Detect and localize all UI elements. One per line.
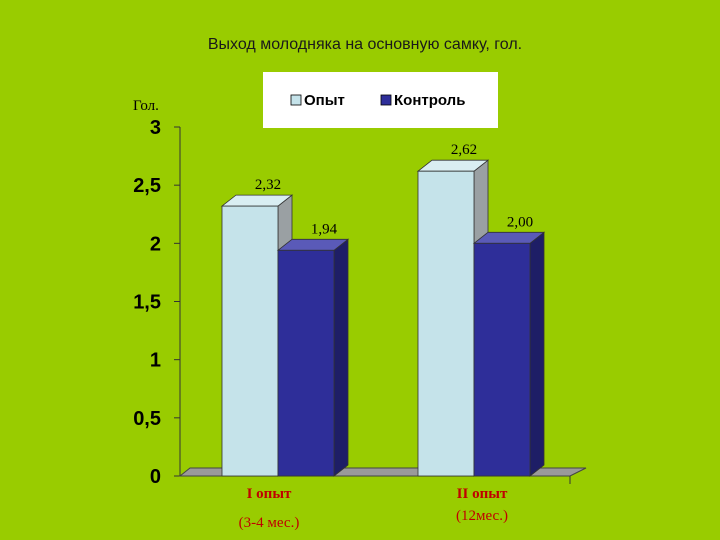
legend-swatch-kontrol xyxy=(380,94,392,106)
data-label: 2,62 xyxy=(451,142,477,158)
x-category-sublabel: (12мес.) xyxy=(456,508,508,524)
chart-title: Выход молодняка на основную самку, гол. xyxy=(208,36,522,53)
y-tick-label: 0 xyxy=(150,466,161,488)
y-tick-label: 2 xyxy=(150,233,161,255)
bar-kontrol xyxy=(277,249,335,477)
x-category-sublabel: (3-4 мес.) xyxy=(239,515,300,531)
data-label: 1,94 xyxy=(311,221,338,237)
bar-side-face xyxy=(333,238,349,477)
bar-opyt xyxy=(221,205,279,477)
legend: Опыт Контроль xyxy=(263,72,498,128)
legend-label-kontrol: Контроль xyxy=(394,92,465,109)
bar-side-face xyxy=(529,231,545,477)
y-tick-label: 0,5 xyxy=(133,408,161,430)
bar-kontrol xyxy=(473,242,531,477)
bar-opyt xyxy=(417,170,475,477)
category-labels: I опыт (3-4 мес.) II опыт (12мес.) xyxy=(239,486,508,531)
y-tick-label: 1,5 xyxy=(133,292,161,314)
data-label: 2,32 xyxy=(255,177,281,193)
legend-label-opyt: Опыт xyxy=(304,92,345,109)
legend-swatch-opyt xyxy=(290,94,302,106)
y-tick-label: 1 xyxy=(150,350,161,372)
data-label: 2,00 xyxy=(507,214,533,230)
y-tick-label: 3 xyxy=(150,117,161,139)
y-axis: 0 0,5 1 1,5 2 2,5 3 xyxy=(133,117,181,488)
legend-box xyxy=(263,72,498,128)
y-axis-unit-label: Гол. xyxy=(133,98,159,114)
bars: 2,32 1,94 2,62 2,00 xyxy=(220,142,546,477)
x-category-label: I опыт xyxy=(247,486,292,502)
x-category-label: II опыт xyxy=(457,486,508,502)
y-tick-label: 2,5 xyxy=(133,175,161,197)
